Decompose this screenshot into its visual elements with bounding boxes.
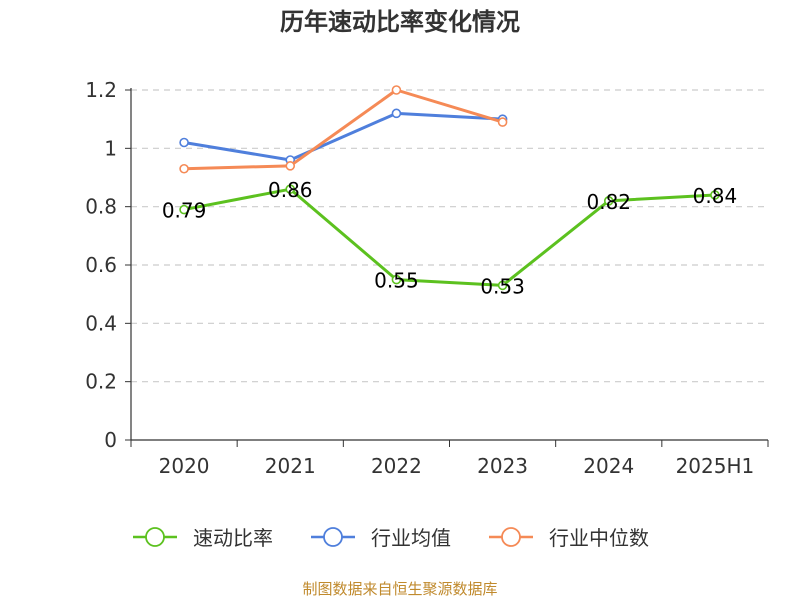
grid-lines <box>131 89 768 383</box>
series-line <box>182 111 505 162</box>
chart-title: 历年速动比率变化情况 <box>280 8 520 36</box>
x-tick-label: 2023 <box>477 454 528 478</box>
legend-item[interactable]: 行业中位数 <box>489 526 649 550</box>
legend-marker <box>323 527 343 547</box>
x-tick-label: 2025H1 <box>676 454 755 478</box>
data-point <box>497 117 508 127</box>
data-point <box>179 137 189 148</box>
x-tick-label: 2024 <box>583 454 634 478</box>
y-tick-label: 0.8 <box>85 195 117 219</box>
data-label: 0.79 <box>162 199 207 223</box>
x-tick-label: 2021 <box>265 454 316 478</box>
legend-label: 速动比率 <box>193 526 273 550</box>
data-point <box>391 274 402 285</box>
legend-item[interactable]: 行业均值 <box>311 526 451 550</box>
data-label: 0.55 <box>374 269 419 293</box>
axes: 0 0.2 0.4 0.6 0.8 1 1.2 2020 2021 2022 2023 2024 202… <box>85 78 769 478</box>
data-point <box>179 204 189 215</box>
legend-label: 行业均值 <box>371 526 451 550</box>
y-tick-label: 0.2 <box>85 370 117 394</box>
data-label: 0.82 <box>586 190 631 214</box>
legend-item[interactable]: 速动比率 <box>133 526 273 550</box>
legend-marker <box>501 527 521 547</box>
series-line <box>182 187 717 287</box>
x-tick-label: 2020 <box>159 454 210 478</box>
y-tick-label: 1.2 <box>85 78 117 102</box>
data-point <box>391 85 402 95</box>
data-point <box>179 163 189 174</box>
data-label: 0.86 <box>268 178 313 202</box>
series-line <box>182 88 505 171</box>
legend[interactable]: 速动比率 行业均值 行业中位数 <box>133 526 649 550</box>
data-point <box>603 196 614 206</box>
y-tick-label: 0 <box>104 428 117 452</box>
data-label: 0.84 <box>693 184 738 208</box>
source-note: 制图数据来自恒生聚源数据库 <box>302 580 497 598</box>
series-layer <box>179 85 720 291</box>
data-point <box>285 161 296 171</box>
y-tick-label: 0.6 <box>85 253 117 277</box>
legend-label: 行业中位数 <box>549 526 649 550</box>
x-tick-label: 2022 <box>371 454 422 478</box>
data-point <box>710 190 720 200</box>
legend-marker <box>145 527 165 547</box>
data-labels: 0.79 0.86 0.55 0.53 0.82 0.84 <box>162 178 737 298</box>
y-tick-label: 0.4 <box>85 311 117 335</box>
y-tick-label: 1 <box>104 136 117 160</box>
data-point <box>285 184 296 194</box>
data-label: 0.53 <box>480 274 525 298</box>
data-point <box>391 108 402 119</box>
data-point <box>497 280 508 291</box>
